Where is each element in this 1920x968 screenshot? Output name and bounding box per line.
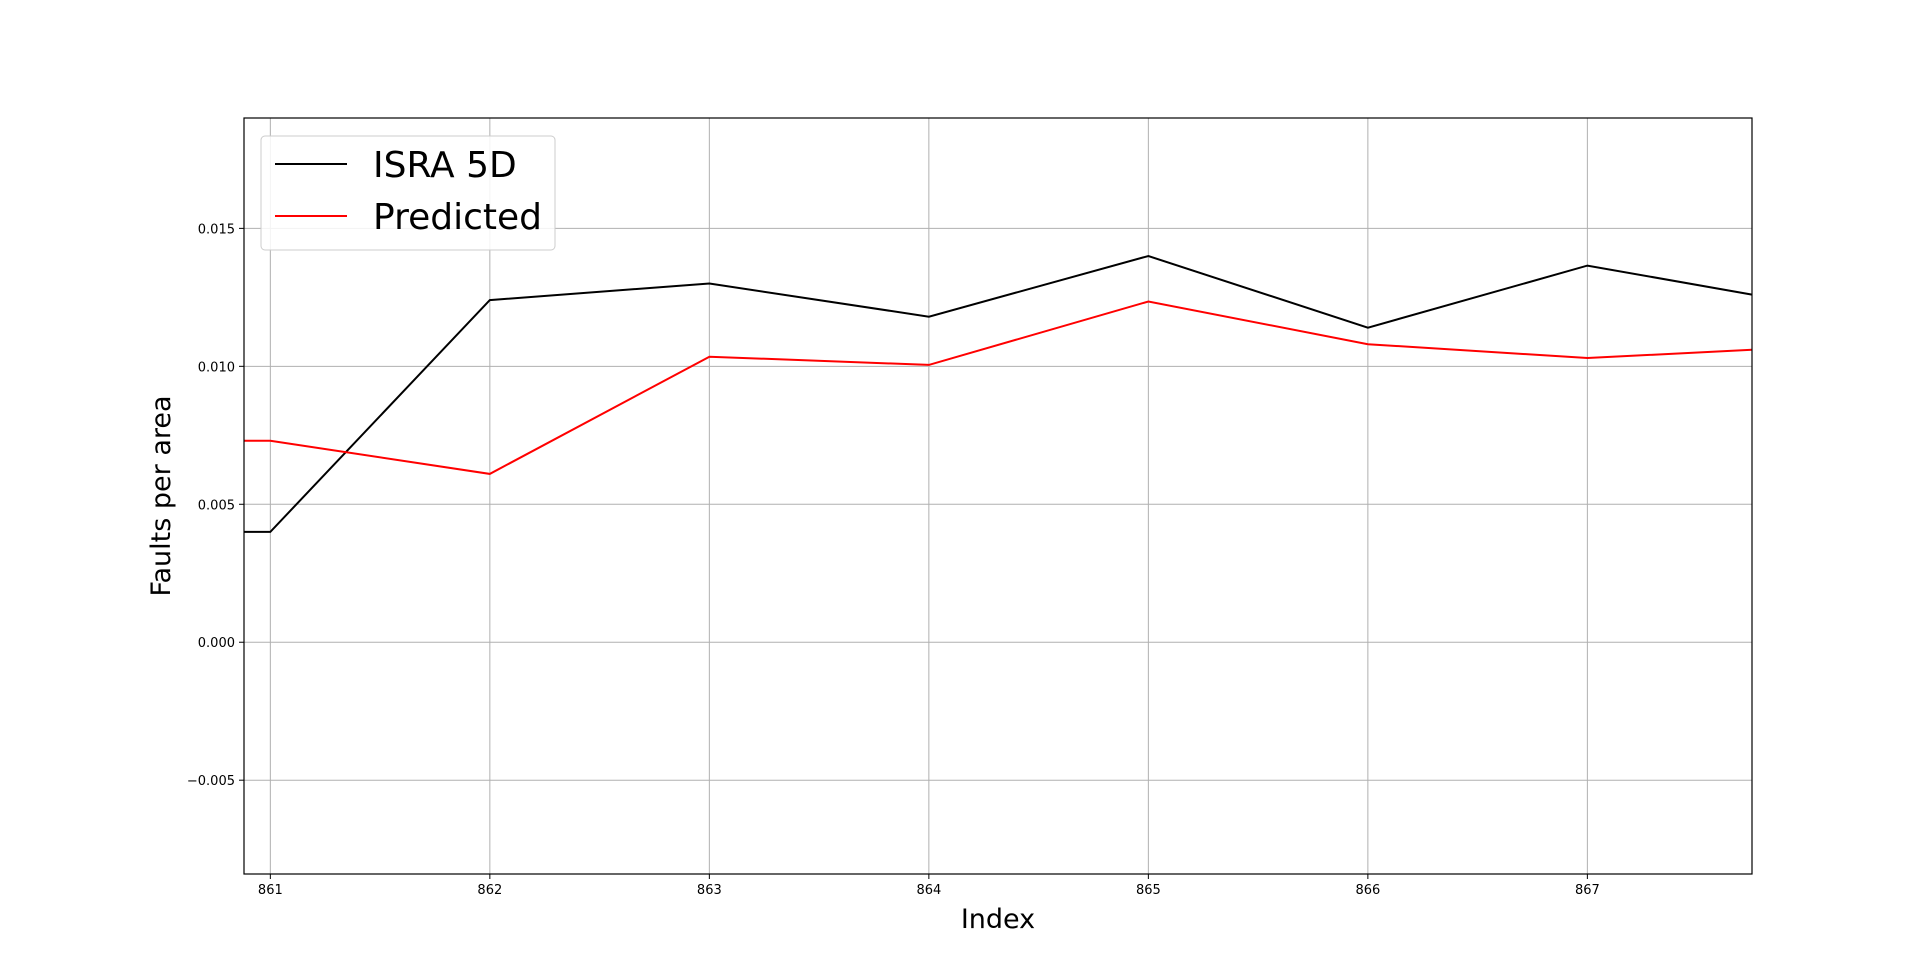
grid xyxy=(244,118,1752,874)
series-line-isra-5d xyxy=(244,254,1753,533)
legend-label: Predicted xyxy=(373,197,542,238)
legend: ISRA 5D Predicted xyxy=(260,135,556,251)
y-tick-label: −0.005 xyxy=(187,774,235,789)
plot-frame xyxy=(243,117,1753,875)
x-axis: 861 862 863 864 865 866 867 xyxy=(258,874,1600,898)
x-axis-label: Index xyxy=(961,904,1035,935)
y-tick-label: 0.000 xyxy=(198,636,235,651)
y-axis: −0.005 0.000 0.005 0.010 0.015 xyxy=(187,222,244,789)
y-tick-label: 0.010 xyxy=(198,360,235,375)
y-axis-label: Faults per area xyxy=(146,395,177,596)
series-line-predicted xyxy=(244,300,1753,475)
plot-lines xyxy=(244,254,1753,533)
x-tick-label: 861 xyxy=(258,883,283,898)
y-tick-label: 0.015 xyxy=(198,222,235,237)
x-tick-label: 866 xyxy=(1355,883,1380,898)
x-tick-label: 862 xyxy=(477,883,502,898)
legend-label: ISRA 5D xyxy=(373,145,517,186)
y-tick-label: 0.005 xyxy=(198,498,235,513)
x-tick-label: 867 xyxy=(1575,883,1600,898)
x-tick-label: 865 xyxy=(1136,883,1161,898)
x-tick-label: 863 xyxy=(697,883,722,898)
x-tick-label: 864 xyxy=(916,883,941,898)
